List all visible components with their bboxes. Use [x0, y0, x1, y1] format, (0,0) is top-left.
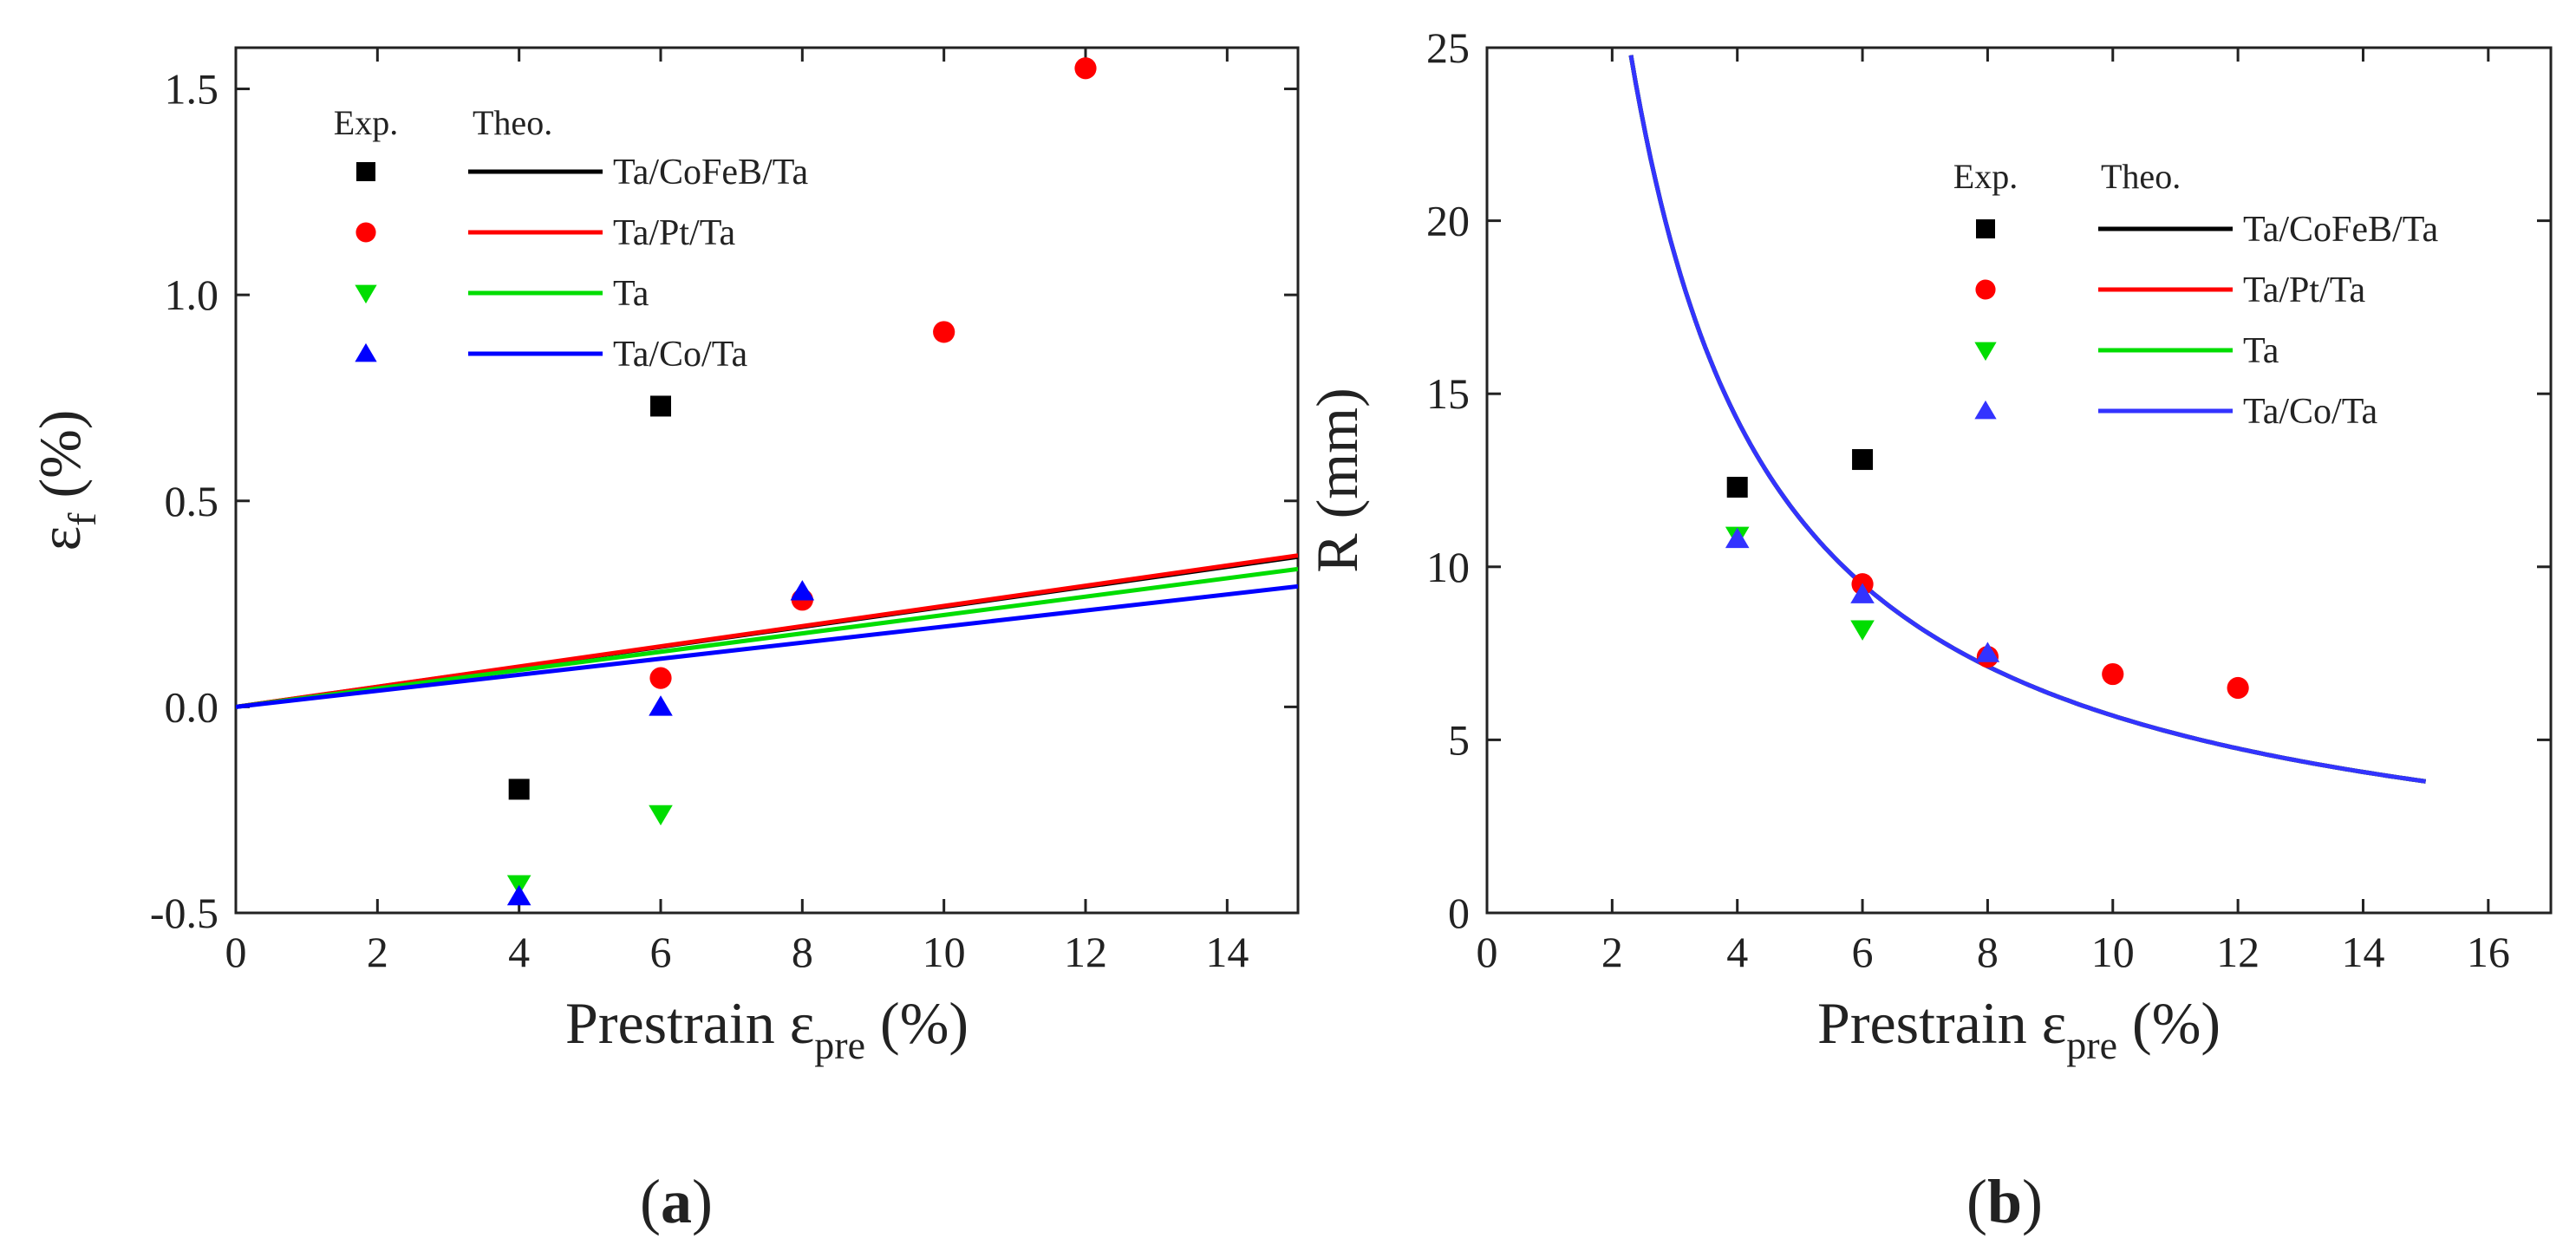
point-ta-pt-ta: [2102, 662, 2124, 686]
legend-exp-header: Exp.: [334, 103, 398, 142]
x-tick-label: 12: [2216, 928, 2260, 976]
point-ta-co-ta: [1725, 527, 1750, 549]
legend-marker-ta: [355, 284, 377, 304]
legend-label-ta-cofeb-ta: Ta/CoFeB/Ta: [613, 153, 808, 192]
panel-a: 0 2 4 6 8 10 12 14 -0.5 0.0 0.5 1.0 1.5 Prestrain εpr…: [27, 46, 1300, 1236]
point-ta: [649, 805, 673, 826]
point-ta-pt-ta: [1074, 57, 1097, 80]
legend-label-ta: Ta: [2243, 331, 2279, 371]
experimental-points: [506, 57, 1097, 906]
point-ta-cofeb-ta: [1852, 449, 1874, 471]
y-tick-label: 20: [1426, 197, 1470, 245]
panel-label-letter: a: [661, 1167, 692, 1236]
theory-line-ta: [236, 566, 1298, 709]
point-ta: [1850, 620, 1875, 641]
x-tick-label: 8: [1977, 928, 1999, 976]
legend-label-ta-pt-ta: Ta/Pt/Ta: [2243, 270, 2365, 310]
point-ta-pt-ta: [933, 321, 955, 343]
point-ta-cofeb-ta: [508, 779, 530, 800]
y-tick-label: 5: [1448, 715, 1470, 764]
x-axis-label-sub: pre: [2066, 1023, 2117, 1067]
theory-line-ta-pt-ta: [236, 553, 1298, 709]
y-tick-label: 1.0: [165, 270, 219, 319]
x-tick-label: 0: [225, 928, 247, 976]
y-tick-label: 25: [1426, 23, 1470, 72]
point-ta-co-ta: [1975, 642, 2000, 662]
legend-theo-header: Theo.: [2101, 157, 2181, 196]
y-tick-label: 0.5: [165, 477, 219, 525]
point-ta-co-ta: [649, 695, 673, 716]
panel-label: (a): [640, 1167, 713, 1236]
x-tick-label: 4: [508, 928, 530, 976]
plot-frame: [234, 46, 1300, 915]
legend-marker-ta-pt-ta: [1975, 279, 1996, 300]
x-axis-label-main: Prestrain ε: [565, 990, 814, 1056]
y-tick-label: 10: [1426, 543, 1470, 591]
legend-label-ta-co-ta: Ta/Co/Ta: [2243, 392, 2377, 432]
x-tick-label: 14: [2341, 928, 2384, 976]
point-ta-co-ta: [1850, 583, 1875, 603]
y-tick-label: 0.0: [165, 682, 219, 731]
panel-label: (b): [1966, 1167, 2043, 1236]
x-tick-label: 2: [367, 928, 388, 976]
point-ta-co-ta: [790, 580, 815, 601]
y-tick-label: -0.5: [150, 889, 218, 937]
x-tick-label: 2: [1601, 928, 1623, 976]
experimental-points: [1725, 449, 2249, 700]
y-axis-label: R (mm): [1304, 388, 1370, 572]
legend-marker-ta-cofeb-ta: [1976, 219, 1995, 238]
theory-lines: [1628, 55, 2426, 784]
x-tick-label: 6: [650, 928, 672, 976]
y-axis-label-main: ε: [27, 526, 93, 551]
legend-marker-ta-pt-ta: [355, 222, 376, 243]
x-axis-label: Prestrain εpre (%): [1817, 990, 2221, 1067]
point-ta-cofeb-ta: [1726, 476, 1748, 498]
theory-line-ta-co-ta: [1628, 55, 2426, 784]
x-tick-label: 16: [2467, 928, 2510, 976]
x-tick-label: 10: [2091, 928, 2135, 976]
legend-label-ta: Ta: [613, 274, 649, 314]
panel-label-open: (: [640, 1167, 661, 1236]
legend-marker-ta-co-ta: [1974, 400, 1997, 420]
theory-lines: [236, 553, 1298, 709]
x-tick-label: 6: [1852, 928, 1874, 976]
plot-frame: [1485, 46, 2553, 915]
x-tick-label: 14: [1205, 928, 1249, 976]
theory-line-ta-co-ta: [236, 583, 1298, 709]
panel-label-close: ): [2022, 1167, 2043, 1236]
x-axis-label: Prestrain εpre (%): [565, 990, 968, 1067]
point-ta-co-ta: [506, 884, 532, 906]
point-ta-cofeb-ta: [650, 395, 671, 417]
panel-label-letter: b: [1987, 1167, 2022, 1236]
x-tick-label: 0: [1477, 928, 1498, 976]
legend-theo-header: Theo.: [473, 103, 552, 142]
legend-label-ta-co-ta: Ta/Co/Ta: [613, 335, 747, 375]
legend-marker-ta: [1974, 342, 1997, 362]
panel-label-open: (: [1966, 1167, 1987, 1236]
x-tick-label: 10: [923, 928, 966, 976]
point-ta-pt-ta: [2227, 676, 2249, 700]
panel-label-close: ): [692, 1167, 713, 1236]
point-ta-pt-ta: [649, 667, 672, 689]
x-axis-label-tail: (%): [2117, 990, 2221, 1056]
x-tick-label: 4: [1726, 928, 1748, 976]
x-axis-label-main: Prestrain ε: [1817, 990, 2066, 1056]
y-tick-label: 0: [1448, 889, 1470, 937]
legend-exp-header: Exp.: [1953, 157, 2018, 196]
y-tick-label: 15: [1426, 369, 1470, 418]
y-tick-label: 1.5: [165, 65, 219, 114]
legend-label-ta-pt-ta: Ta/Pt/Ta: [613, 213, 735, 253]
x-tick-label: 8: [792, 928, 813, 976]
y-axis-label-tail: (%): [27, 410, 93, 513]
x-axis-label-tail: (%): [865, 990, 968, 1056]
legend-marker-ta-co-ta: [355, 342, 377, 362]
x-tick-label: 12: [1064, 928, 1107, 976]
y-axis-label: εf (%): [27, 410, 104, 551]
panel-b: 0 2 4 6 8 10 12 14 16 0 5 10 15 20 25 Prestrain εpre (%…: [1304, 23, 2553, 1236]
legend-label-ta-cofeb-ta: Ta/CoFeB/Ta: [2243, 210, 2438, 250]
legend-marker-ta-cofeb-ta: [356, 162, 375, 181]
y-axis-label-sub: f: [60, 512, 104, 526]
x-axis-label-sub: pre: [814, 1023, 865, 1067]
